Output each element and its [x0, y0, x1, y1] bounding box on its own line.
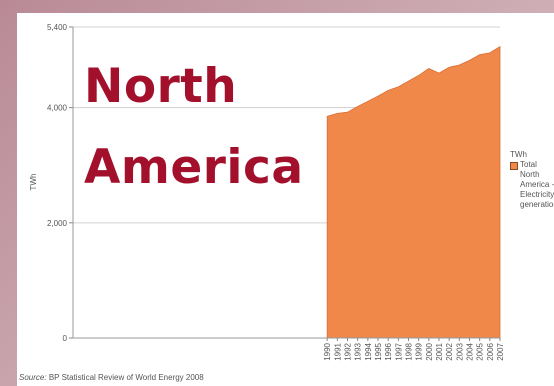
overlay-title-line2: America [84, 140, 304, 195]
x-tick-label: 2001 [435, 342, 444, 360]
x-tick-label: 1999 [415, 342, 424, 360]
x-tick-label: 2000 [425, 342, 434, 360]
x-tick-label: 1996 [384, 342, 393, 360]
x-tick-label: 2005 [476, 342, 485, 360]
x-tick-label: 1993 [354, 342, 363, 360]
plot-area [326, 45, 501, 339]
y-tick-label: 5,400 [47, 23, 68, 32]
overlay-title-line1: North [84, 59, 238, 114]
x-tick-label: 2004 [466, 342, 475, 360]
legend-series-label: Total North America - Electricity genera… [520, 160, 554, 209]
y-tick-label: 4,000 [47, 104, 68, 113]
x-tick-label: 2002 [445, 342, 454, 360]
legend: TWh Total North America - Electricity ge… [510, 150, 554, 210]
legend-swatch [510, 162, 518, 170]
x-tick-label: 1997 [394, 342, 403, 360]
x-tick-label: 2003 [455, 342, 464, 360]
source-note: Source: BP Statistical Review of World E… [19, 373, 204, 382]
x-tick-label: 1992 [344, 342, 353, 360]
source-text: BP Statistical Review of World Energy 20… [48, 373, 204, 382]
x-tick-label: 2007 [496, 342, 505, 360]
x-tick-label: 1991 [333, 342, 342, 360]
source-label: Source: [19, 373, 47, 382]
x-tick-label: 1994 [364, 342, 373, 360]
y-axis-label: TWh [29, 174, 38, 191]
y-tick-label: 0 [63, 334, 68, 343]
x-tick-label: 2006 [486, 342, 495, 360]
x-tick-label: 1990 [323, 342, 332, 360]
y-tick-labels: 0 2,000 4,000 5,400 [47, 23, 68, 343]
x-tick-label: 1998 [405, 342, 414, 360]
area-series [326, 45, 501, 339]
y-tick-label: 2,000 [47, 219, 68, 228]
x-tick-label: 1995 [374, 342, 383, 360]
x-tick-labels: 1990 1991 1992 1993 1994 1995 1996 1997 1998 1999… [323, 338, 505, 361]
legend-unit: TWh [510, 150, 527, 159]
